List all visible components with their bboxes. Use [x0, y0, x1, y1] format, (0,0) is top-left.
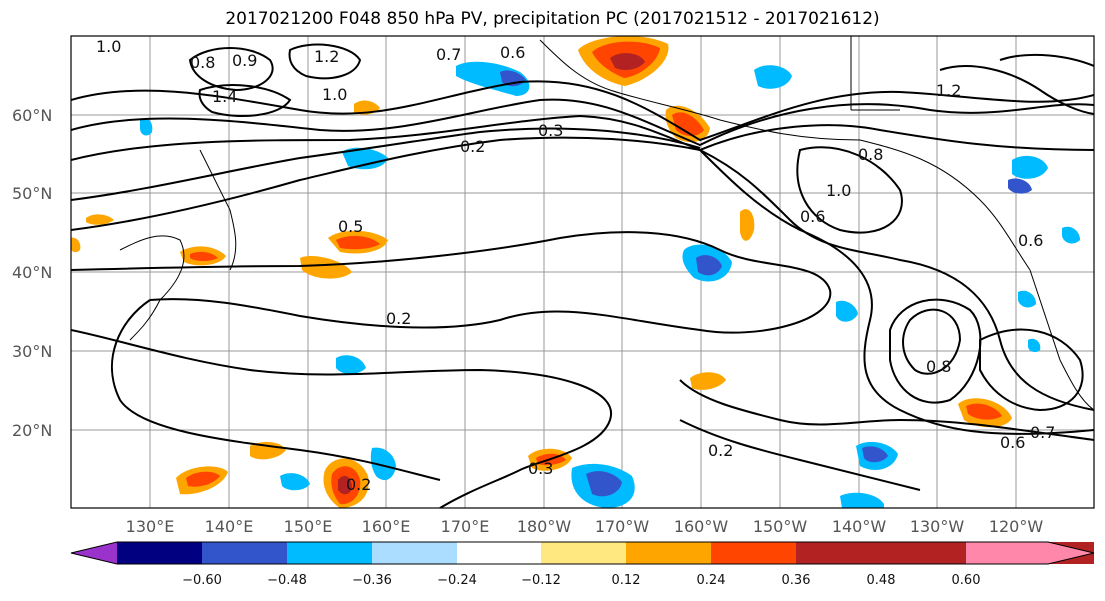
- colorbar-extend-high-tip: [1048, 542, 1094, 564]
- contour-label: 0.6: [1018, 231, 1043, 250]
- contour-label-group: 1.0 0.8 0.9 1.2 0.7 0.6 1.4 1.0 0.3 0.2 …: [96, 37, 1055, 494]
- colorbar-segment-pink: [966, 542, 1048, 564]
- latitude-labels: 60°N 50°N 40°N 30°N 20°N: [12, 106, 52, 440]
- contour-label: 0.5: [338, 217, 363, 236]
- map-frame: [70, 35, 1095, 509]
- contour-label: 0.8: [926, 357, 951, 376]
- lon-label: 120°W: [989, 517, 1044, 536]
- contour-label: 0.7: [436, 45, 461, 64]
- colorbar-segment: [202, 542, 287, 564]
- colorbar-ticks: −0.60 −0.48 −0.36 −0.24 −0.12 0.12 0.24 …: [182, 573, 980, 588]
- contour-label: 0.8: [858, 145, 883, 164]
- colorbar-segment: [117, 542, 202, 564]
- colorbar-extend-low: [71, 542, 117, 564]
- contour-label: 0.3: [538, 121, 563, 140]
- colorbar-tick: 0.12: [612, 573, 641, 588]
- coastlines: [119, 36, 1094, 411]
- contour-label: 0.8: [190, 53, 215, 72]
- map-title: 2017021200 F048 850 hPa PV, precipitatio…: [225, 9, 880, 29]
- contour-label: 0.6: [800, 207, 825, 226]
- colorbar-tick: 0.24: [697, 573, 726, 588]
- colorbar-segment: [711, 542, 796, 564]
- lat-label: 30°N: [12, 342, 52, 361]
- colorbar-segment: [457, 542, 541, 564]
- contour-label: 1.0: [322, 85, 347, 104]
- contour-label: 1.2: [314, 47, 339, 66]
- lat-label: 40°N: [12, 263, 52, 282]
- colorbar-outline: [70, 541, 1095, 565]
- lon-label: 170°E: [441, 517, 490, 536]
- lon-label: 160°W: [674, 517, 729, 536]
- contour-label: 0.6: [1000, 433, 1025, 452]
- colorbar-segment: [626, 542, 711, 564]
- contour-label: 1.2: [936, 81, 961, 100]
- contour-label: 0.2: [708, 441, 733, 460]
- colorbar-tick: −0.48: [267, 573, 307, 588]
- colorbar-segment: [796, 542, 881, 564]
- colorbar: [70, 541, 1095, 565]
- contour-label: 1.4: [212, 87, 237, 106]
- precip-positive-patches: [71, 36, 1012, 508]
- lon-label: 140°E: [205, 517, 254, 536]
- contour-label: 0.2: [460, 137, 485, 156]
- colorbar-tick: 0.36: [782, 573, 811, 588]
- colorbar-segment: [541, 542, 626, 564]
- lon-label: 180°W: [517, 517, 572, 536]
- colorbar-tick: 0.60: [952, 573, 981, 588]
- precip-negative-patches: [140, 61, 1080, 508]
- lat-label: 20°N: [12, 421, 52, 440]
- contour-label: 0.9: [232, 51, 257, 70]
- contour-label: 0.2: [386, 309, 411, 328]
- colorbar-tick: −0.24: [437, 573, 477, 588]
- lon-label: 130°E: [126, 517, 175, 536]
- colorbar-segment: [287, 542, 372, 564]
- lat-label: 50°N: [12, 184, 52, 203]
- colorbar-segment: [372, 542, 457, 564]
- contour-label: 0.6: [500, 43, 525, 62]
- lon-label: 140°W: [832, 517, 887, 536]
- colorbar-tick: −0.60: [182, 573, 222, 588]
- longitude-labels: 130°E 140°E 150°E 160°E 170°E 180°W 170°…: [126, 517, 1044, 536]
- contour-label: 1.0: [96, 37, 121, 56]
- colorbar-tick: 0.48: [867, 573, 896, 588]
- lon-label: 170°W: [595, 517, 650, 536]
- lat-label: 60°N: [12, 106, 52, 125]
- colorbar-tick: −0.36: [352, 573, 392, 588]
- contour-label: 0.7: [1030, 423, 1055, 442]
- lon-label: 150°W: [753, 517, 808, 536]
- contour-label: 0.2: [346, 475, 371, 494]
- contour-label: 0.3: [528, 459, 553, 478]
- pv-contours: [71, 43, 1094, 508]
- lon-label: 130°W: [910, 517, 965, 536]
- colorbar-tick: −0.12: [521, 573, 561, 588]
- contour-label: 1.0: [826, 181, 851, 200]
- lon-label: 150°E: [284, 517, 333, 536]
- lon-label: 160°E: [362, 517, 411, 536]
